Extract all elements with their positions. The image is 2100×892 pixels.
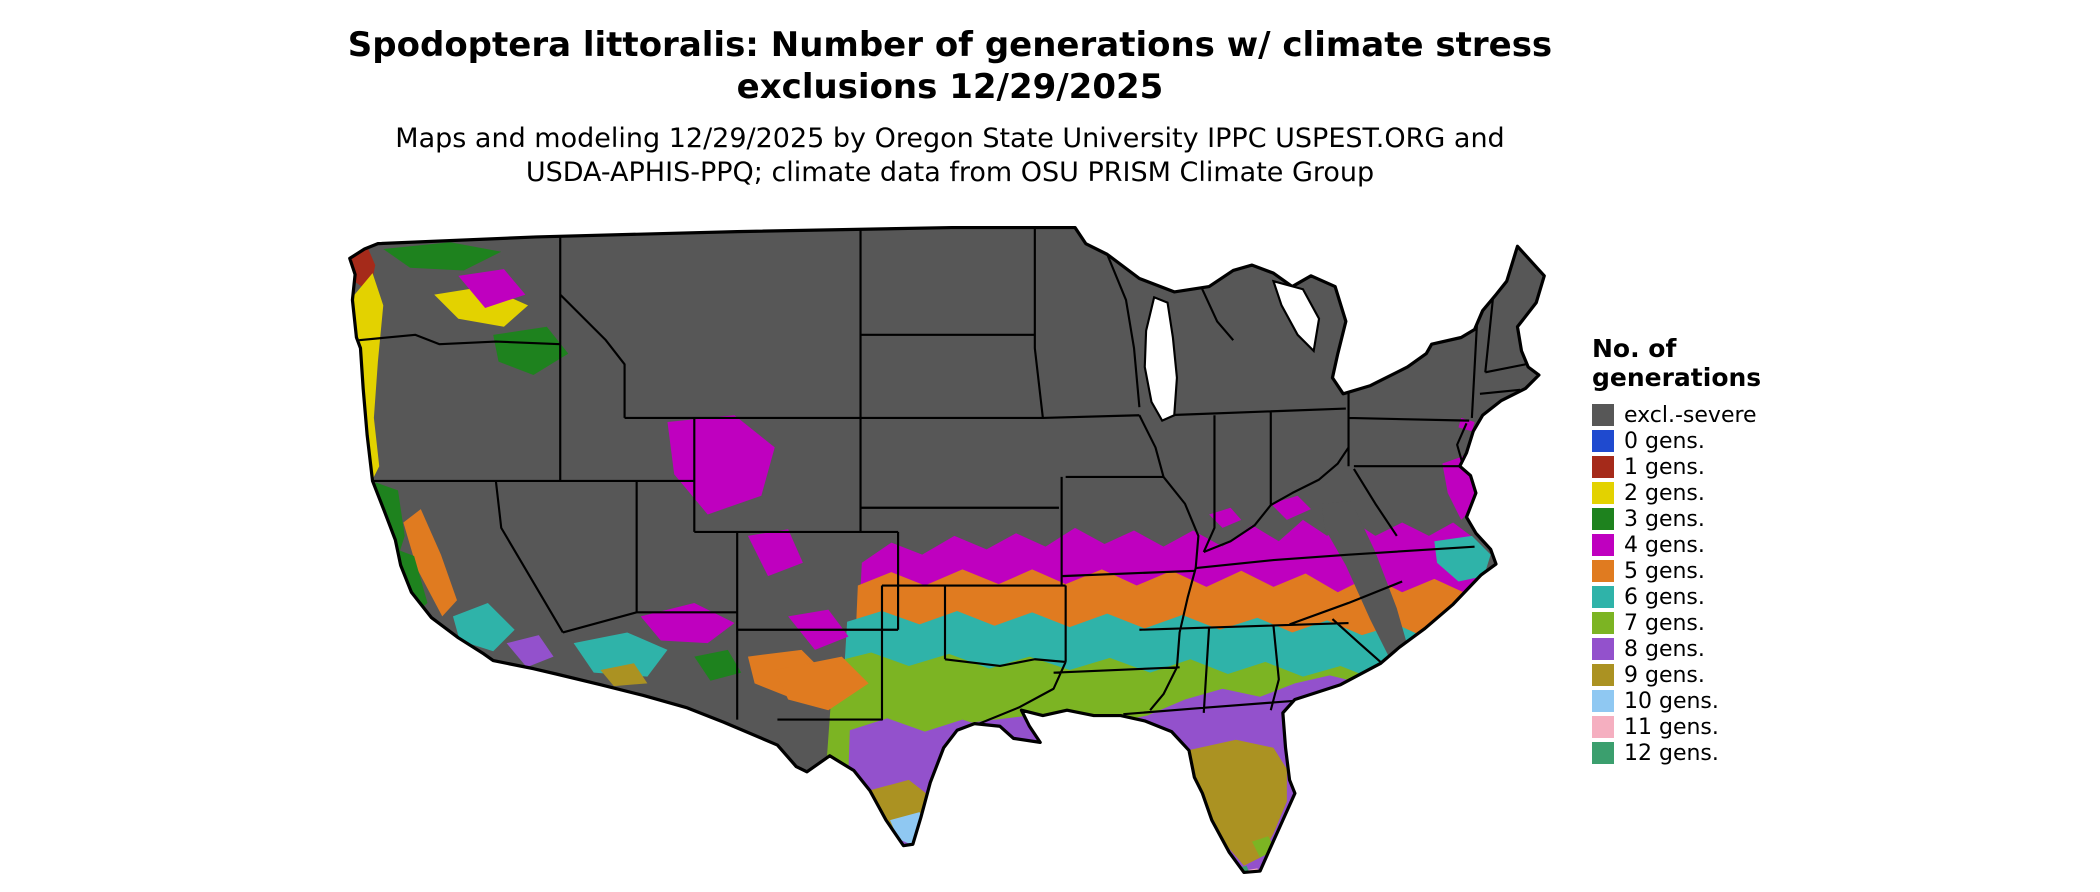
region-6-gens-socal [452, 602, 515, 652]
legend-label: 8 gens. [1624, 636, 1705, 662]
legend-item: 12 gens. [1592, 740, 1812, 766]
region-2-gens-west-coast [352, 273, 384, 483]
legend-label: 12 gens. [1624, 740, 1719, 766]
legend-label: 5 gens. [1624, 558, 1705, 584]
legend-swatch-6-gens [1592, 586, 1614, 608]
legend-items: excl.-severe 0 gens. 1 gens. 2 gens. 3 g… [1592, 402, 1812, 766]
region-6-gens-arizona [573, 632, 668, 677]
legend-item: 2 gens. [1592, 480, 1812, 506]
legend-label: 4 gens. [1624, 532, 1705, 558]
region-9-gens-florida [1187, 739, 1287, 866]
region-4-gens-washington [458, 269, 526, 308]
legend-label: 3 gens. [1624, 506, 1705, 532]
region-5-gens-central-valley [403, 509, 457, 617]
legend-swatch-11-gens [1592, 716, 1614, 738]
legend-swatch-1-gens [1592, 456, 1614, 478]
subtitle-line-1: Maps and modeling 12/29/2025 by Oregon S… [395, 123, 1505, 154]
legend-item: 9 gens. [1592, 662, 1812, 688]
region-9-gens-arizona [600, 663, 648, 687]
lake-huron [1271, 279, 1321, 354]
legend-swatch-3-gens [1592, 508, 1614, 530]
legend-label: excl.-severe [1624, 402, 1757, 428]
us-generations-map [335, 216, 1555, 888]
subtitle-line-2: USDA-APHIS-PPQ; climate data from OSU PR… [525, 157, 1375, 188]
legend-item: 6 gens. [1592, 584, 1812, 610]
legend-label: 1 gens. [1624, 454, 1705, 480]
region-3-gens-nm-az [694, 649, 742, 681]
legend-label: 10 gens. [1624, 688, 1719, 714]
region-8-gens-socal [506, 635, 554, 668]
legend-swatch-9-gens [1592, 664, 1614, 686]
legend-item: excl.-severe [1592, 402, 1812, 428]
figure-title: Spodoptera littoralis: Number of generat… [0, 24, 1900, 108]
legend-title-line-1: No. of [1592, 334, 1677, 363]
lake-michigan [1143, 295, 1179, 422]
legend-label: 9 gens. [1624, 662, 1705, 688]
legend-label: 0 gens. [1624, 428, 1705, 454]
legend-swatch-12-gens [1592, 742, 1614, 764]
legend-item: 3 gens. [1592, 506, 1812, 532]
legend-swatch-5-gens [1592, 560, 1614, 582]
state-borders [359, 227, 1526, 726]
legend-swatch-4-gens [1592, 534, 1614, 556]
legend-swatch-7-gens [1592, 612, 1614, 634]
legend-item: 10 gens. [1592, 688, 1812, 714]
region-4-gens-utah [747, 529, 803, 577]
region-5-gens-west-texas [774, 656, 869, 711]
us-outline [348, 225, 1546, 875]
legend-swatch-0-gens [1592, 430, 1614, 452]
legend-item: 11 gens. [1592, 714, 1812, 740]
legend-item: 4 gens. [1592, 532, 1812, 558]
title-line-1: Spodoptera littoralis: Number of generat… [347, 25, 1553, 65]
region-4-gens-ohio-valley-a [1270, 495, 1311, 520]
legend-label: 7 gens. [1624, 610, 1705, 636]
legend-swatch-8-gens [1592, 638, 1614, 660]
region-4-gens-ohio-valley-b [1209, 507, 1242, 528]
region-3-gens-ne-oregon [493, 326, 569, 376]
legend-swatch-2-gens [1592, 482, 1614, 504]
legend-item: 5 gens. [1592, 558, 1812, 584]
legend-swatch-10-gens [1592, 690, 1614, 712]
legend-title-line-2: generations [1592, 363, 1762, 392]
region-3-gens-north-washington [383, 242, 502, 271]
figure-subtitle: Maps and modeling 12/29/2025 by Oregon S… [0, 122, 1900, 190]
legend-item: 7 gens. [1592, 610, 1812, 636]
us-map-svg [348, 225, 1546, 875]
legend-label: 11 gens. [1624, 714, 1719, 740]
legend-swatch-excl-severe [1592, 404, 1614, 426]
legend-label: 2 gens. [1624, 480, 1705, 506]
legend-item: 8 gens. [1592, 636, 1812, 662]
title-line-2: exclusions 12/29/2025 [736, 67, 1164, 107]
region-excluded-appalachians [1321, 501, 1408, 662]
legend-label: 6 gens. [1624, 584, 1705, 610]
legend-item: 0 gens. [1592, 428, 1812, 454]
legend: No. of generations excl.-severe 0 gens. … [1592, 334, 1812, 766]
legend-item: 1 gens. [1592, 454, 1812, 480]
